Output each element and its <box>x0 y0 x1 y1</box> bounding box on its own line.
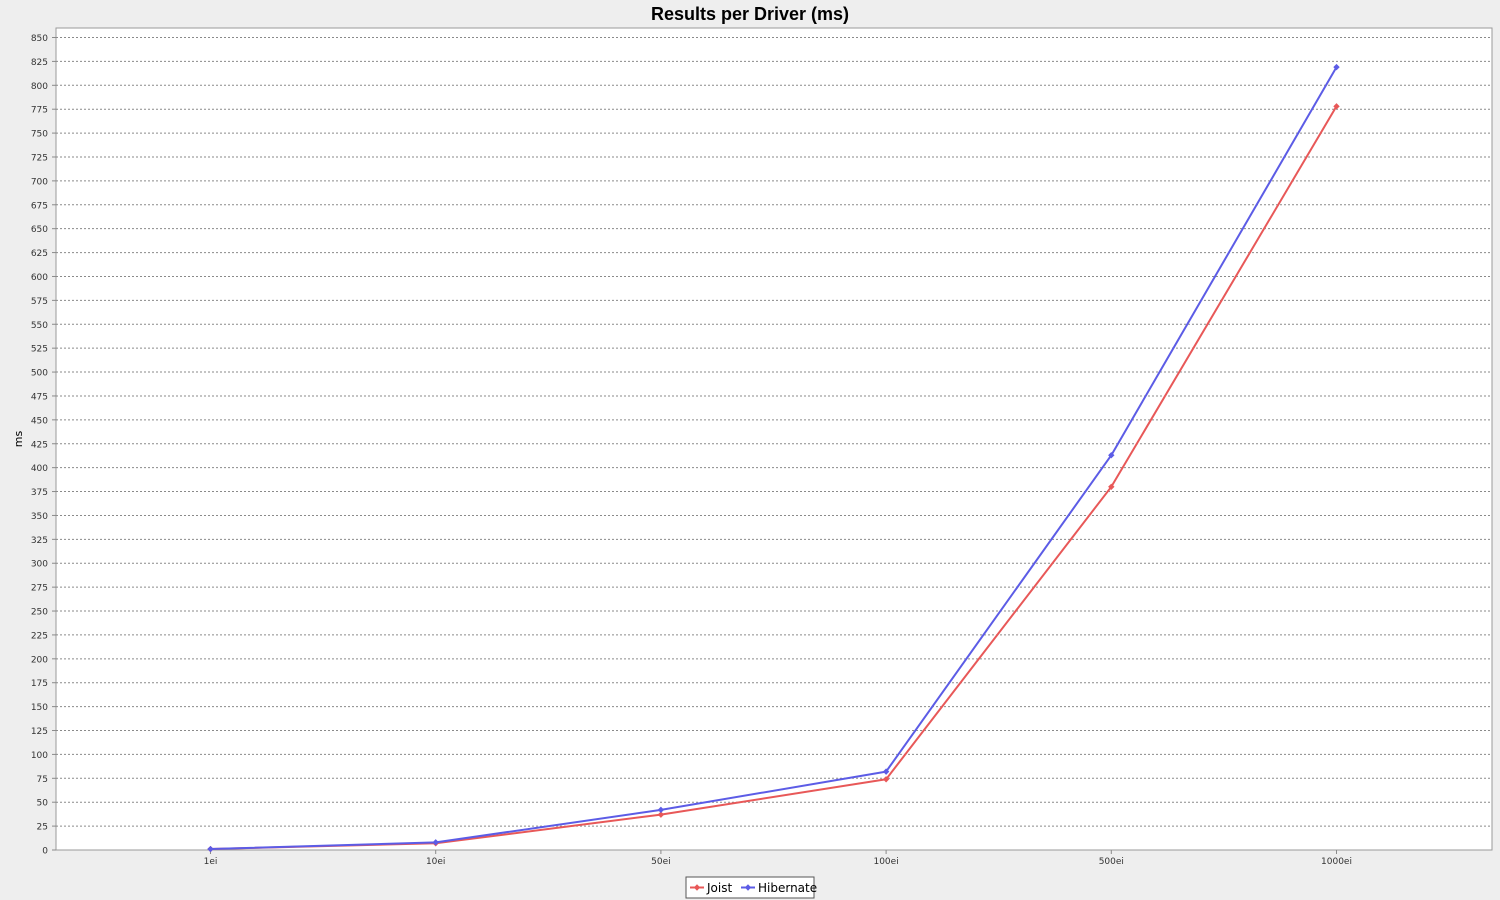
data-point <box>882 768 890 775</box>
data-point <box>207 845 214 853</box>
y-tick-label: 550 <box>31 321 48 331</box>
y-tick-label: 475 <box>31 392 48 402</box>
y-tick-label: 400 <box>31 464 48 474</box>
y-tick-label: 450 <box>31 416 48 426</box>
y-tick-label: 825 <box>31 58 48 68</box>
x-tick-label: 100ei <box>873 857 898 867</box>
y-tick-label: 350 <box>31 512 48 522</box>
data-point <box>1333 63 1340 71</box>
y-tick-label: 150 <box>31 703 48 713</box>
y-tick-label: 650 <box>31 225 48 235</box>
x-tick-label: 1ei <box>204 857 218 867</box>
y-tick-label: 100 <box>31 751 48 761</box>
data-point <box>1333 103 1340 110</box>
series-layer <box>207 63 1340 853</box>
y-tick-label: 50 <box>37 799 49 809</box>
y-tick-label: 250 <box>31 608 48 618</box>
y-tick-label: 850 <box>31 34 48 44</box>
y-tick-label: 775 <box>31 106 48 116</box>
y-tick-label: 125 <box>31 727 48 737</box>
legend-swatch-marker <box>744 884 752 891</box>
data-point <box>882 776 890 783</box>
x-tick-label: 1000ei <box>1321 857 1352 867</box>
legend-swatch-marker <box>693 884 701 891</box>
y-tick-label: 75 <box>37 775 48 785</box>
y-tick-label: 225 <box>31 631 48 641</box>
y-tick-label: 325 <box>31 536 48 546</box>
y-tick-label: 675 <box>31 201 48 211</box>
x-axis: 1ei 10ei 50ei 100ei 500ei 1000ei <box>204 850 1352 867</box>
y-tick-label: 625 <box>31 249 48 259</box>
x-tick-label: 10ei <box>426 857 446 867</box>
x-tick-label: 50ei <box>651 857 671 867</box>
y-tick-label: 375 <box>31 488 48 498</box>
series-line <box>210 66 1338 850</box>
plot-area <box>55 27 1493 851</box>
data-point <box>1108 483 1115 490</box>
y-tick-label: 725 <box>31 153 48 163</box>
x-tick-label: 500ei <box>1099 857 1124 867</box>
data-point <box>657 806 665 814</box>
legend-label: Hibernate <box>758 881 817 895</box>
grid-lines <box>56 37 1492 827</box>
legend: Joist Hibernate <box>685 876 817 899</box>
legend-label: Joist <box>706 881 732 895</box>
y-tick-label: 300 <box>31 560 48 570</box>
y-axis-label: ms <box>12 431 25 448</box>
y-tick-label: 525 <box>31 345 48 355</box>
data-point <box>657 811 665 818</box>
y-tick-label: 750 <box>31 130 48 140</box>
y-tick-label: 575 <box>31 297 48 307</box>
y-axis: 0 25 50 75 100 125 150 175 200 225 250 275 300 325 350… <box>31 34 56 857</box>
y-tick-label: 175 <box>31 679 48 689</box>
y-tick-label: 425 <box>31 440 48 450</box>
y-tick-label: 25 <box>37 823 48 833</box>
chart-title: Results per Driver (ms) <box>651 4 849 24</box>
y-tick-label: 275 <box>31 584 48 594</box>
data-point <box>432 839 439 846</box>
y-tick-label: 800 <box>31 82 48 92</box>
y-tick-label: 0 <box>42 847 48 857</box>
data-point <box>1108 452 1115 459</box>
y-tick-label: 700 <box>31 177 48 187</box>
y-tick-label: 200 <box>31 655 48 665</box>
y-tick-label: 600 <box>31 273 48 283</box>
y-tick-label: 500 <box>31 369 48 379</box>
